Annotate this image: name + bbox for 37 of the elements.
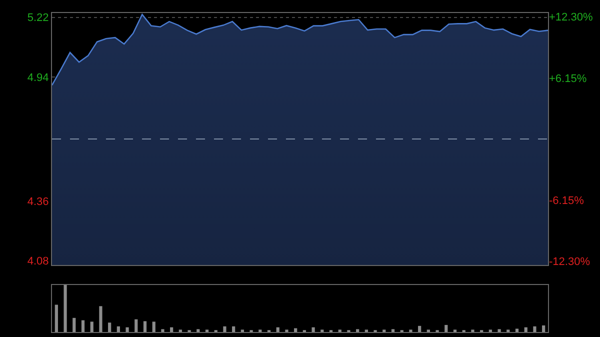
bar — [196, 329, 200, 332]
bar — [90, 322, 94, 332]
bar — [126, 327, 129, 332]
bar — [108, 322, 112, 332]
bar — [356, 329, 360, 332]
bar — [418, 326, 422, 332]
bar — [223, 326, 226, 332]
bar — [524, 327, 528, 332]
bar — [116, 326, 120, 332]
bar — [81, 320, 85, 332]
y2-tick-label: -6.15% — [549, 194, 584, 207]
bar — [143, 321, 147, 332]
bar — [294, 328, 298, 332]
y-tick-label: 4.94 — [27, 72, 49, 84]
bar — [515, 328, 519, 332]
bar — [276, 327, 280, 332]
bar — [72, 318, 76, 332]
y2-tick-label: +12.30% — [549, 12, 593, 24]
bar — [161, 329, 164, 332]
y-tick-label: 4.08 — [27, 256, 49, 268]
bar — [312, 327, 315, 332]
y2-tick-label: +6.15% — [549, 72, 587, 85]
bar — [54, 304, 58, 332]
bar — [170, 327, 174, 332]
bar — [498, 329, 501, 332]
bar — [64, 285, 67, 332]
bar — [533, 326, 536, 332]
bar — [152, 322, 156, 332]
y-tick-label: 4.36 — [27, 196, 49, 208]
bar — [444, 324, 448, 332]
bar — [542, 325, 546, 332]
bar — [232, 326, 236, 332]
bar — [391, 329, 395, 332]
bar — [134, 319, 138, 332]
bar — [99, 306, 102, 332]
y2-tick-label: -12.30% — [549, 256, 590, 268]
y-tick-label: 5.22 — [27, 12, 49, 24]
